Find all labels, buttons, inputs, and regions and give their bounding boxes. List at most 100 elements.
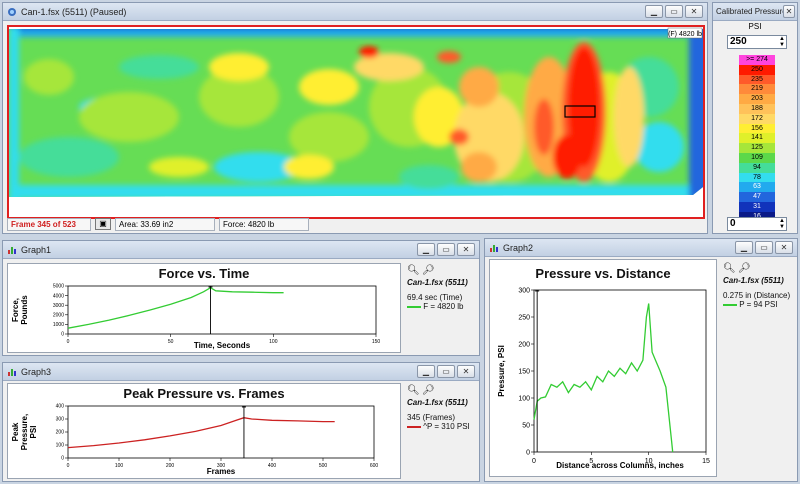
y-tick-label: 0 <box>526 449 530 456</box>
graph3-chart-title: Peak Pressure vs. Frames <box>123 386 285 401</box>
main-window-titlebar[interactable]: Can-1.fsx (5511) (Paused) ▁ ▭ ✕ <box>3 3 707 21</box>
max-pressure-spinner[interactable]: 250 ▲ ▼ <box>727 35 787 49</box>
close-button[interactable]: ✕ <box>685 5 703 18</box>
graph2-sidebar: 🔍︎ 🔎︎ Can-1.fsx (5511) 0.275 in (Distanc… <box>723 263 795 309</box>
graph2-chart-title: Pressure vs. Distance <box>535 266 671 281</box>
graph1-readout: 69.4 sec (Time) <box>407 293 463 302</box>
series-line <box>533 303 674 453</box>
main-pressure-window: Can-1.fsx (5511) (Paused) ▁ ▭ ✕ <box>2 2 708 234</box>
x-tick-label: 0 <box>67 463 70 469</box>
close-button[interactable]: ✕ <box>775 241 793 254</box>
scale-level-12: 78 <box>739 172 775 183</box>
y-tick-label: 4000 <box>53 293 64 299</box>
scale-unit: PSI <box>748 22 762 31</box>
scale-close-button[interactable]: ✕ <box>783 5 795 18</box>
graph3-file: Can-1.fsx (5511) <box>407 398 468 407</box>
x-tick-label: 600 <box>370 463 379 469</box>
y-tick-label: 0 <box>61 456 64 462</box>
spinner-arrows-icon[interactable]: ▲ ▼ <box>779 36 785 48</box>
display-mode-icon[interactable]: ▣ <box>95 218 111 230</box>
x-tick-label: 100 <box>115 463 124 469</box>
graph1-legend: F = 4820 lb <box>407 302 477 311</box>
scale-level-8: 141 <box>739 133 775 144</box>
x-tick-label: 10 <box>645 458 653 465</box>
x-tick-label: 15 <box>702 458 710 465</box>
maximize-button[interactable]: ▭ <box>665 5 683 18</box>
y-tick-label: 200 <box>518 341 530 348</box>
scale-level-0: >= 274 <box>739 55 775 65</box>
zoom-in-icon[interactable]: 🔍︎ <box>407 385 420 396</box>
y-tick-label: 1000 <box>53 322 64 328</box>
graph1-sidebar: 🔍︎ 🔎︎ Can-1.fsx (5511) 69.4 sec (Time) F… <box>407 265 477 311</box>
graph1-window: Graph1 ▁ ▭ ✕ Force vs. Time 0 50 100 150 0 10… <box>2 240 480 356</box>
graph2-file: Can-1.fsx (5511) <box>723 276 784 285</box>
x-tick-label: 400 <box>268 463 277 469</box>
plot-area <box>67 405 375 459</box>
minimize-button[interactable]: ▁ <box>417 365 435 378</box>
spinner-arrows-icon[interactable]: ▲ ▼ <box>779 218 785 230</box>
minimize-button[interactable]: ▁ <box>417 243 435 256</box>
zoom-out-icon[interactable]: 🔎︎ <box>421 265 435 276</box>
force-badge: (F) 4820 lb <box>668 31 702 38</box>
graph2-titlebar[interactable]: Graph2 ▁ ▭ ✕ <box>485 239 797 257</box>
min-pressure-spinner[interactable]: 0 ▲ ▼ <box>727 217 787 231</box>
y-tick-label: 2000 <box>53 312 64 318</box>
legend-line <box>407 305 421 308</box>
x-tick-label: 100 <box>269 339 278 345</box>
x-tick-label: 0 <box>532 458 536 465</box>
scale-title: Calibrated Pressure <box>716 7 787 16</box>
scale-titlebar[interactable]: Calibrated Pressure ✕ <box>713 3 797 21</box>
x-tick-label: 150 <box>372 339 381 345</box>
zoom-in-icon[interactable]: 🔍︎ <box>723 263 736 274</box>
graph1-legend-text: F = 4820 lb <box>423 302 464 311</box>
frame-counter: Frame 345 of 523 <box>7 217 91 231</box>
close-button[interactable]: ✕ <box>457 365 475 378</box>
main-window-title: Can-1.fsx (5511) (Paused) <box>21 7 127 17</box>
graph-icon <box>8 247 16 254</box>
graph1-file: Can-1.fsx (5511) <box>407 278 468 287</box>
area-readout: Area: 33.69 in2 <box>115 217 215 231</box>
series-line <box>67 286 284 329</box>
graph3-titlebar[interactable]: Graph3 ▁ ▭ ✕ <box>3 363 479 381</box>
legend-line <box>407 425 421 428</box>
graph1-titlebar[interactable]: Graph1 ▁ ▭ ✕ <box>3 241 479 259</box>
x-axis-label: Distance across Columns, inches <box>556 461 684 470</box>
scale-level-11: 94 <box>739 162 775 173</box>
graph2-window: Graph2 ▁ ▭ ✕ Pressure vs. Distance 0 5 10 1… <box>484 238 798 482</box>
graph2-title: Graph2 <box>503 243 534 253</box>
minimize-button[interactable]: ▁ <box>645 5 663 18</box>
zoom-out-icon[interactable]: 🔎︎ <box>737 263 751 274</box>
y-tick-label: 200 <box>56 430 65 436</box>
maximize-button[interactable]: ▭ <box>437 243 455 256</box>
selection-box[interactable] <box>564 105 596 118</box>
graph1-chart-title: Force vs. Time <box>158 266 250 281</box>
scale-level-9: 125 <box>739 143 775 153</box>
graph3-legend: ^P = 310 PSI <box>407 422 477 431</box>
pressure-heatmap[interactable]: (F) 4820 lb <box>9 27 703 217</box>
zoom-in-icon[interactable]: 🔍︎ <box>407 265 420 276</box>
status-bar: Frame 345 of 523 ▣ Area: 33.69 in2 Force… <box>7 217 703 231</box>
y-axis-label-line: Force, <box>11 298 20 322</box>
scale-level-3: 219 <box>739 84 775 95</box>
graph3-panel: Peak Pressure vs. Frames 0 100 200 300 400 50… <box>7 383 401 479</box>
y-axis-label: Pressure, PSI <box>497 345 506 397</box>
force-time-chart[interactable]: 0 50 100 150 0 1000 2000 3000 4000 5000 Time, Seco… <box>8 282 400 352</box>
scale-level-1: 250 <box>739 64 775 75</box>
zoom-out-icon[interactable]: 🔎︎ <box>421 385 435 396</box>
peak-pressure-chart[interactable]: 0 100 200 300 400 500 600 0 100 200 300 400 Frames Pe… <box>8 402 400 478</box>
scale-level-13: 63 <box>739 182 775 193</box>
maximize-button[interactable]: ▭ <box>755 241 773 254</box>
y-tick-label: 300 <box>56 417 65 423</box>
graph2-readout: 0.275 in (Distance) <box>723 291 791 300</box>
maximize-button[interactable]: ▭ <box>437 365 455 378</box>
graph3-window: Graph3 ▁ ▭ ✕ Peak Pressure vs. Frames 0 1… <box>2 362 480 482</box>
close-button[interactable]: ✕ <box>457 243 475 256</box>
y-tick-label: 250 <box>518 314 530 321</box>
max-pressure-value: 250 <box>730 36 747 47</box>
y-tick-label: 0 <box>61 332 64 338</box>
legend-line <box>723 303 737 306</box>
x-tick-label: 5 <box>589 458 593 465</box>
minimize-button[interactable]: ▁ <box>735 241 753 254</box>
scale-level-4: 203 <box>739 94 775 104</box>
